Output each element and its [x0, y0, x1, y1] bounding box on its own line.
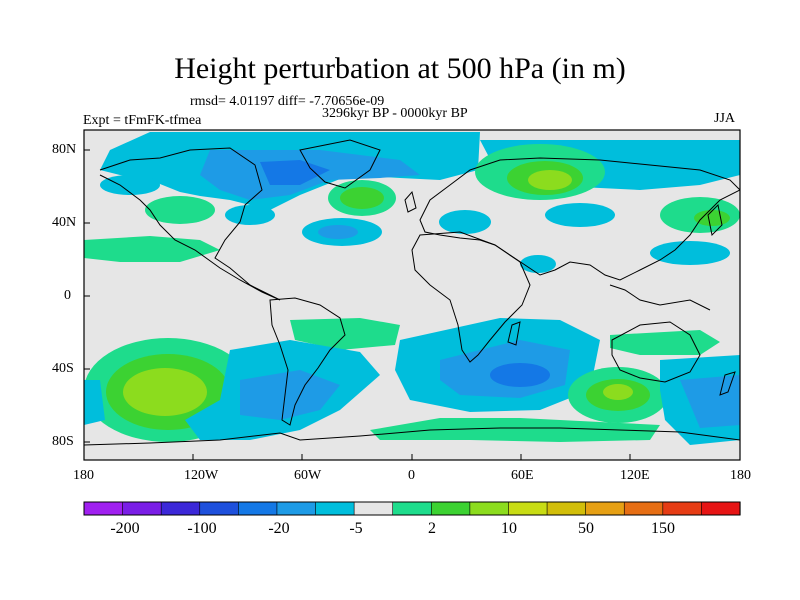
colorbar-box: [623, 501, 664, 516]
lon-tick-label-60e: 60E: [511, 468, 534, 483]
neg-region-west-pacific: [650, 241, 730, 265]
lat-tick-label-40s: 40S: [52, 361, 74, 376]
colorbar-label: -5: [349, 520, 363, 537]
colorbar-box: [469, 501, 510, 516]
lon-tick-label-0: 0: [408, 468, 415, 483]
neg-region-west-asia: [545, 203, 615, 227]
plot-title: Height perturbation at 500 hPa (in m): [174, 52, 626, 85]
lon-ticks: [83, 454, 741, 460]
coast-uk: [404, 190, 417, 213]
pos-band-southern-ocean: [370, 418, 660, 442]
coast-australia: [611, 321, 701, 383]
contour-fields: [84, 132, 740, 445]
pos-region-south-pacific-core: [123, 368, 207, 416]
neg-region-east-pacific: [100, 175, 160, 195]
colorbar-box: [430, 501, 471, 516]
stats-label: rmsd= 4.01197 diff= -7.70656e-09: [190, 94, 385, 109]
colorbar-box: [353, 501, 394, 516]
lat-ticks: [84, 149, 90, 443]
neg-region-mid-atlantic-core: [318, 225, 358, 239]
lon-tick-label-120w: 120W: [184, 468, 219, 483]
experiment-label: Expt = tFmFK-tfmea: [83, 113, 202, 128]
neg-region-arabia: [520, 255, 556, 273]
colorbar-box: [662, 501, 703, 516]
coast-north-america: [99, 147, 281, 301]
colorbar-label: -100: [187, 520, 217, 537]
colorbar-box: [199, 501, 239, 516]
colorbar-label: 150: [651, 520, 675, 537]
colorbar: [83, 501, 741, 516]
coast-madagascar: [507, 321, 521, 346]
neg-region-north-america-east: [225, 205, 275, 225]
colorbar-box: [508, 501, 548, 516]
coastlines: [84, 139, 740, 446]
lat-tick-label-eq: 0: [64, 288, 71, 303]
lat-tick-label-80s: 80S: [52, 434, 74, 449]
coast-japan: [707, 203, 723, 237]
pos-region-atlantic-core: [340, 187, 384, 209]
colorbar-box: [122, 501, 162, 516]
coast-southeast-asia: [609, 284, 711, 311]
pos-region-australia-core: [603, 384, 633, 400]
lat-tick-label-80n: 80N: [52, 142, 77, 157]
colorbar-label: -200: [110, 520, 140, 537]
neg-region-tasman-inner: [680, 375, 740, 428]
coast-africa: [411, 231, 531, 363]
coast-new-zealand: [719, 371, 736, 396]
coast-greenland: [299, 139, 381, 189]
colorbar-frame: [83, 501, 741, 516]
colorbar-box: [546, 501, 587, 516]
neg-region-europe: [439, 210, 491, 234]
colorbar-label: -20: [268, 520, 290, 537]
pos-region-south-pacific-east: [610, 330, 720, 355]
colorbar-label: 2: [428, 520, 436, 537]
neg-region-dateline-south: [84, 380, 105, 425]
season-label: JJA: [714, 111, 736, 126]
lon-tick-label-180e: 180: [730, 468, 751, 483]
pos-region-north-pacific-west-core: [694, 210, 730, 226]
colorbar-label: 10: [501, 520, 517, 537]
colorbar-box: [392, 501, 432, 516]
neg-region-indian-ocean-core: [490, 363, 550, 387]
neg-region-southern-america-inner: [240, 370, 340, 420]
colorbar-box: [83, 501, 124, 516]
colorbar-box: [315, 501, 355, 516]
colorbar-box: [701, 501, 741, 516]
colorbar-box: [160, 501, 201, 516]
colorbar-box: [238, 501, 278, 516]
colorbar-label: 50: [578, 520, 594, 537]
coast-antarctica: [84, 427, 740, 446]
pos-region-north-pacific-east: [145, 196, 215, 224]
neg-region-greenland: [260, 160, 330, 185]
lon-tick-label-180w: 180: [73, 468, 94, 483]
period-label: 3296kyr BP - 0000kyr BP: [322, 106, 468, 121]
coast-south-america: [269, 297, 346, 426]
colorbar-box: [276, 501, 317, 516]
lat-tick-label-40n: 40N: [52, 215, 77, 230]
pos-region-central-asia-core: [528, 170, 572, 190]
lon-tick-label-60w: 60W: [294, 468, 322, 483]
pos-band-eastern-pacific: [84, 236, 220, 262]
lon-tick-label-120e: 120E: [620, 468, 650, 483]
colorbar-box: [585, 501, 625, 516]
